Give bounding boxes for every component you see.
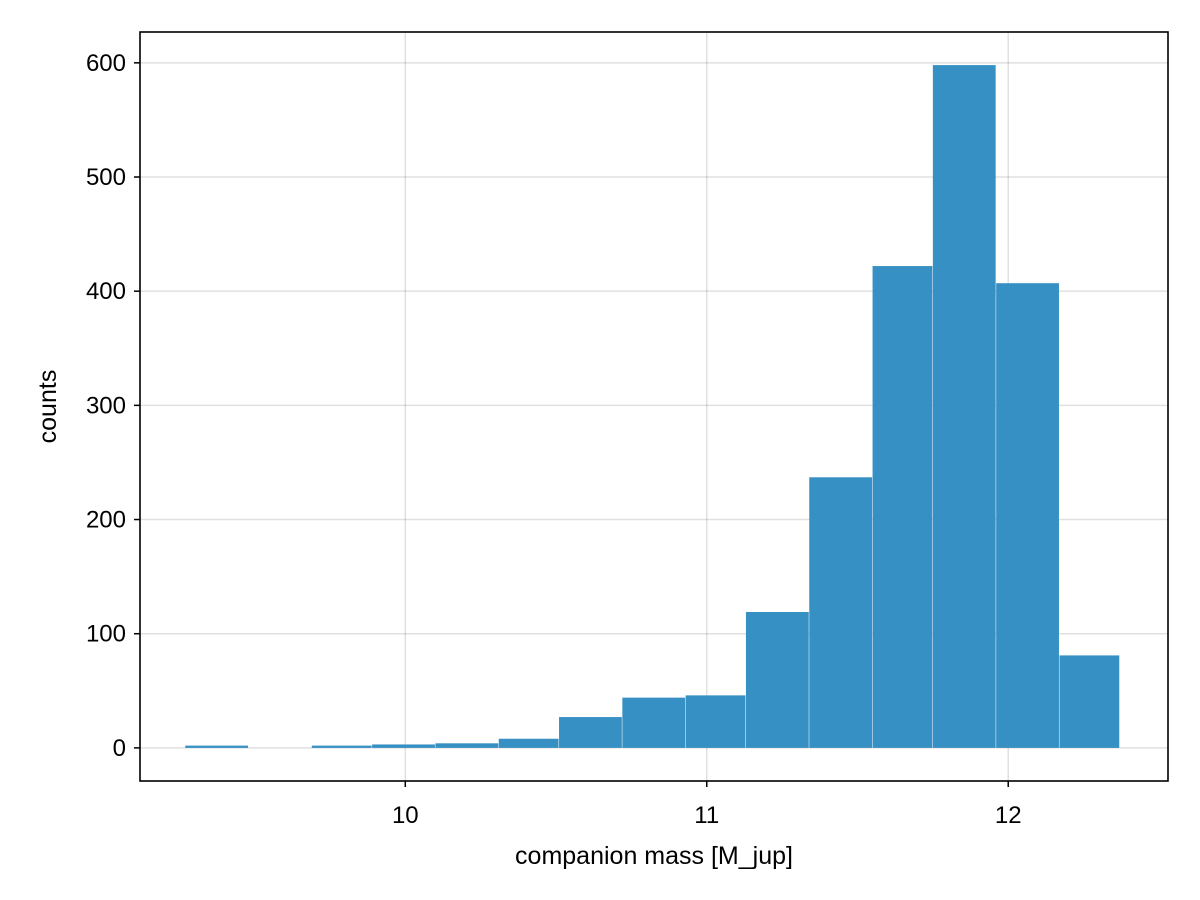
- histogram-bar: [622, 697, 686, 748]
- y-axis-label: counts: [34, 370, 62, 444]
- y-tick-label: 500: [86, 164, 126, 191]
- histogram-bar: [872, 266, 933, 748]
- histogram-bar: [311, 745, 372, 748]
- y-tick-label: 0: [113, 735, 126, 762]
- histogram-bar: [685, 695, 746, 748]
- x-tick-label: 11: [694, 802, 719, 829]
- axis-ticks: 10 11 12 0 100 200 300 400 500 600: [86, 50, 1022, 829]
- y-tick-label: 200: [86, 507, 126, 534]
- histogram-bar: [435, 743, 499, 748]
- histogram-bar: [372, 744, 435, 748]
- x-axis-label: companion mass [M_jup]: [515, 842, 793, 870]
- histogram-bar: [745, 612, 809, 748]
- y-tick-label: 400: [86, 278, 126, 305]
- y-tick-label: 100: [86, 621, 126, 648]
- x-tick-label: 12: [995, 802, 1022, 829]
- histogram-bar: [559, 717, 622, 748]
- plot-frame: [139, 31, 1169, 782]
- histogram-bars: [185, 65, 1120, 748]
- y-tick-label: 600: [86, 50, 126, 77]
- histogram-bar: [185, 745, 249, 748]
- histogram-bar: [498, 738, 559, 748]
- histogram-bar: [809, 477, 873, 748]
- y-tick-label: 300: [86, 392, 126, 419]
- x-tick-label: 10: [392, 802, 419, 829]
- histogram-bar: [996, 283, 1059, 748]
- histogram-bar: [932, 65, 996, 748]
- histogram-bar: [1059, 655, 1120, 748]
